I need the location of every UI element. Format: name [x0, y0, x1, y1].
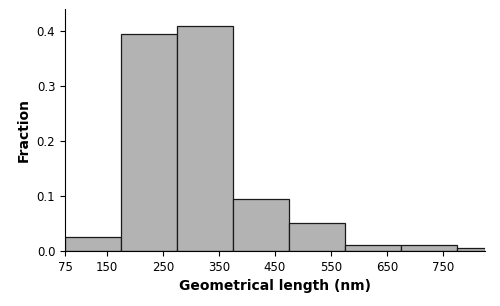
- X-axis label: Geometrical length (nm): Geometrical length (nm): [179, 279, 371, 293]
- Bar: [65, 237, 121, 251]
- Bar: [177, 26, 233, 251]
- Bar: [289, 223, 345, 251]
- Bar: [233, 199, 289, 251]
- Y-axis label: Fraction: Fraction: [17, 98, 31, 162]
- Bar: [457, 248, 485, 251]
- Bar: [345, 245, 401, 251]
- Bar: [401, 245, 457, 251]
- Bar: [121, 34, 177, 251]
